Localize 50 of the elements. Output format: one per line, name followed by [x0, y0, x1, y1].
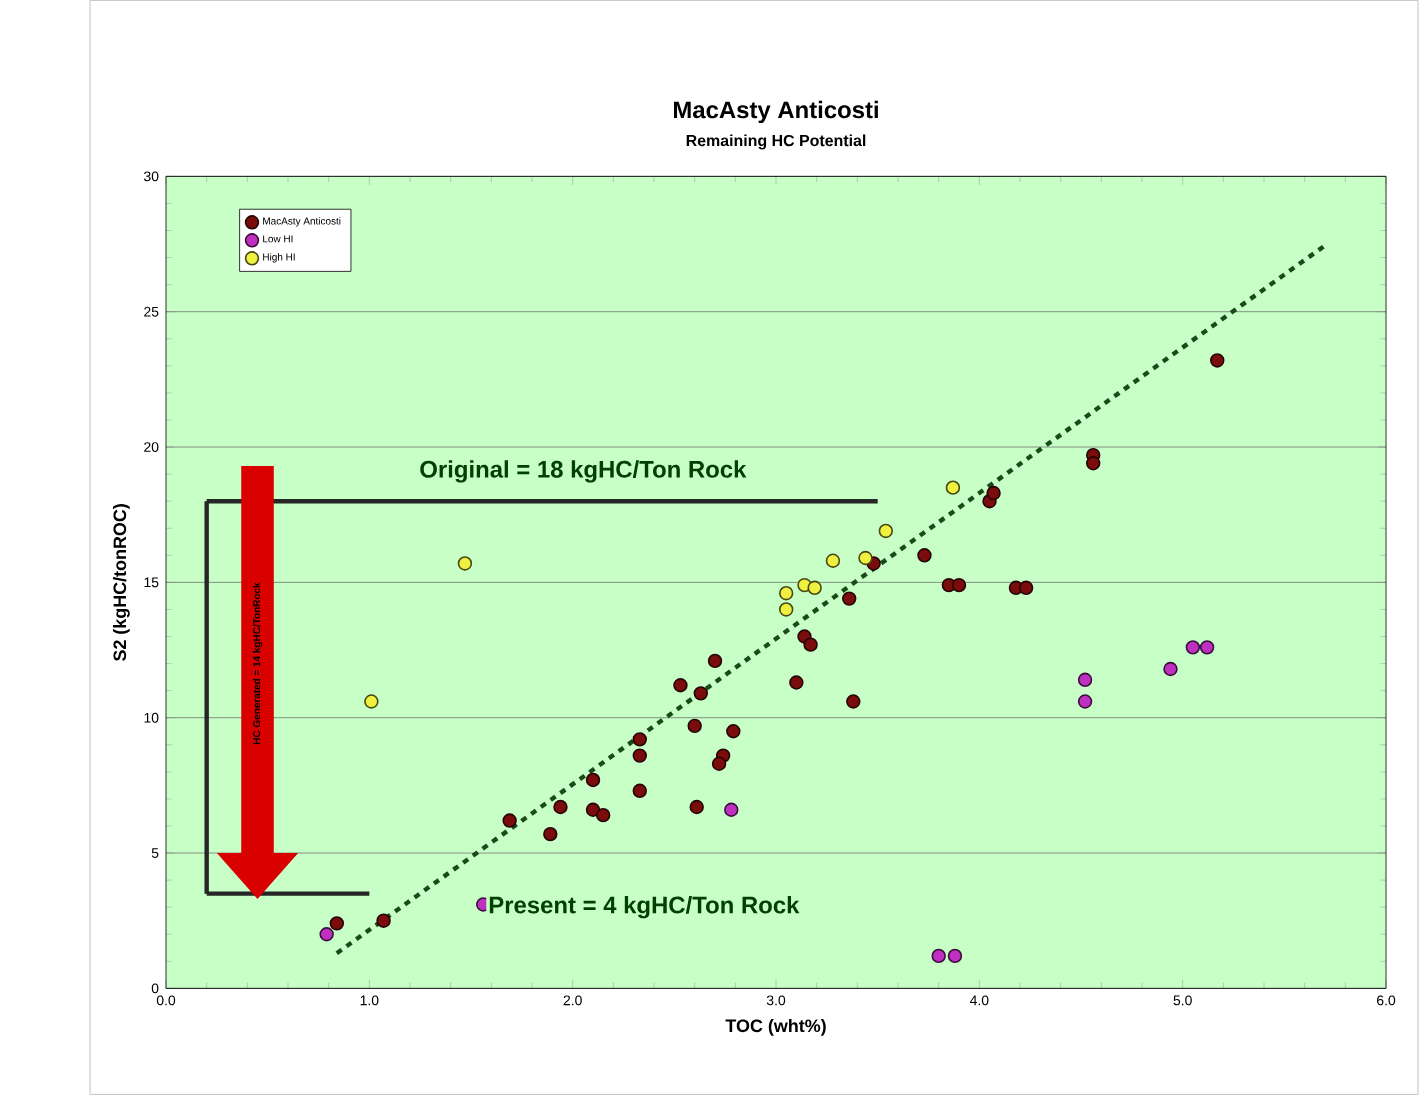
- point: [803, 637, 818, 652]
- point: [945, 480, 961, 495]
- point: [1077, 672, 1093, 687]
- point: [689, 799, 704, 815]
- ref-line-label: Original = 18 kgHC/Ton Rock: [420, 460, 747, 483]
- point: [917, 547, 932, 563]
- point: [1163, 661, 1178, 676]
- point: [457, 556, 473, 571]
- point: [778, 585, 794, 601]
- point: [632, 748, 647, 763]
- point: [687, 718, 702, 733]
- point: [673, 677, 688, 693]
- point: [632, 731, 647, 747]
- point: [707, 653, 723, 668]
- point: [1210, 353, 1225, 368]
- point: [878, 523, 894, 538]
- y-axis-title: S2 (kgHC/tonROC): [112, 503, 130, 661]
- point: [807, 580, 822, 595]
- point: [585, 772, 601, 787]
- point: [789, 675, 804, 690]
- point: [502, 813, 517, 828]
- point: [595, 807, 611, 823]
- x-axis-title: TOC (wht%): [725, 1018, 826, 1036]
- point: [376, 913, 391, 928]
- point: [1077, 694, 1093, 709]
- point: [825, 553, 841, 568]
- point: [364, 694, 379, 709]
- point: [319, 926, 334, 942]
- annotation: Present = 4 kgHC/Ton Rock: [489, 895, 800, 919]
- point: [693, 685, 708, 701]
- point: [543, 826, 558, 842]
- point: [778, 602, 794, 617]
- point: [711, 756, 727, 771]
- point: [726, 723, 741, 739]
- point: [951, 577, 967, 593]
- chart-title: MacAsty Anticosti: [673, 100, 878, 123]
- point: [986, 485, 1001, 501]
- point: [632, 783, 647, 798]
- point: [846, 694, 861, 709]
- point: [858, 550, 873, 566]
- point: [842, 591, 857, 606]
- point: [1018, 580, 1034, 595]
- point: [553, 799, 568, 815]
- point: [931, 948, 946, 963]
- point: [1086, 455, 1101, 471]
- point: [1199, 639, 1215, 655]
- point: [1185, 639, 1201, 655]
- point: [947, 948, 963, 963]
- point: [724, 802, 739, 817]
- point: [329, 916, 345, 931]
